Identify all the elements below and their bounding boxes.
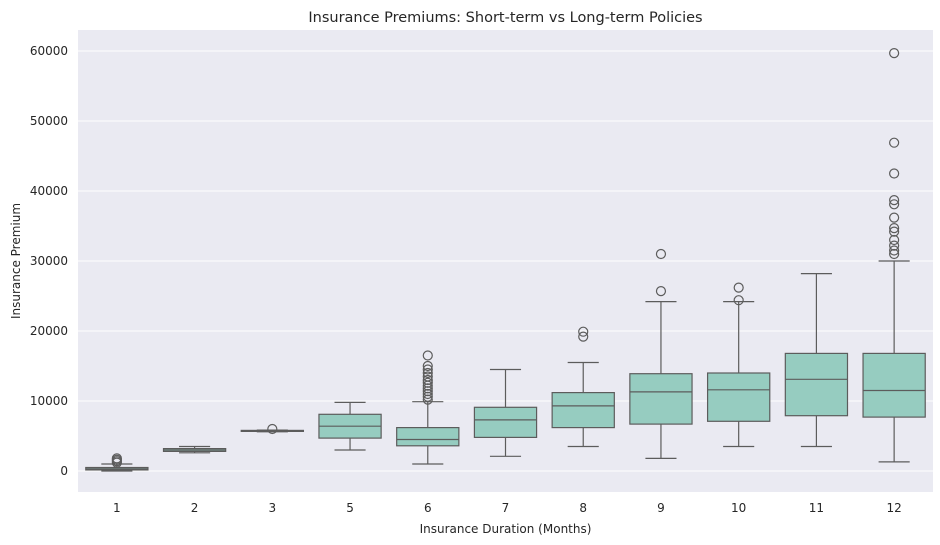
iqr-box [706, 372, 771, 422]
y-tick-label: 0 [60, 464, 68, 478]
y-tick-label: 40000 [30, 184, 68, 198]
y-tick-label: 10000 [30, 394, 68, 408]
outlier-point [655, 248, 667, 260]
outlier-point [422, 377, 433, 388]
y-tick-labels: 0 10000 20000 30000 40000 50000 60000 [30, 44, 68, 478]
outlier-point [422, 388, 433, 400]
x-tick-labels: 1 2 3 5 6 7 8 9 10 11 12 [113, 501, 902, 515]
x-tick-label: 11 [809, 501, 824, 515]
outlier-point [889, 234, 900, 246]
outlier-point [889, 199, 900, 210]
box-group [473, 368, 538, 457]
outlier-point [889, 245, 900, 256]
x-tick-label: 3 [268, 501, 276, 515]
outlier-point [889, 137, 900, 148]
outlier-point [889, 223, 900, 234]
boxes [85, 47, 926, 472]
outlier-point [578, 331, 589, 342]
box-group [706, 282, 771, 448]
y-tick-label: 30000 [30, 254, 68, 268]
box-group [240, 423, 305, 435]
box-group [629, 248, 693, 459]
x-axis-label: Insurance Duration (Months) [420, 522, 592, 536]
outlier-point [889, 168, 900, 179]
x-tick-label: 1 [113, 501, 121, 515]
outlier-point [111, 453, 122, 464]
x-tick-label: 9 [657, 501, 665, 515]
outlier-point [422, 394, 433, 405]
outlier-point [578, 326, 589, 337]
outlier-point [889, 248, 900, 260]
outlier-point [889, 240, 900, 251]
x-tick-label: 10 [731, 501, 746, 515]
outlier-point [889, 212, 900, 223]
chart-title: Insurance Premiums: Short-term vs Long-t… [308, 10, 702, 26]
y-tick-label: 50000 [30, 114, 68, 128]
outlier-point [889, 195, 900, 206]
x-tick-label: 12 [886, 501, 901, 515]
box-group [162, 445, 227, 454]
iqr-box [862, 352, 926, 418]
outlier-point [422, 360, 433, 372]
outlier-point [733, 282, 744, 293]
outlier-point [422, 374, 433, 386]
outlier-point [733, 295, 744, 306]
x-tick-label: 8 [579, 501, 587, 515]
outlier-point [655, 286, 667, 297]
x-tick-label: 2 [191, 501, 199, 515]
y-axis-label: Insurance Premium [9, 203, 23, 319]
outlier-point [422, 383, 433, 394]
iqr-box [473, 406, 538, 438]
x-tick-label: 7 [502, 501, 510, 515]
box-group [784, 273, 849, 448]
iqr-box [629, 373, 693, 425]
box-group [551, 326, 615, 448]
box-group [318, 401, 382, 451]
outlier-point [422, 371, 433, 382]
iqr-box [551, 392, 615, 429]
outlier-point [267, 423, 278, 435]
y-tick-label: 20000 [30, 324, 68, 338]
box-group [85, 453, 149, 472]
outlier-point [889, 47, 900, 59]
x-tick-label: 6 [424, 501, 432, 515]
outlier-point [422, 391, 433, 402]
outlier-point [889, 226, 900, 237]
iqr-box [784, 352, 849, 417]
iqr-box [396, 427, 460, 447]
outlier-point [422, 350, 433, 361]
outlier-point [422, 364, 433, 375]
y-tick-label: 60000 [30, 44, 68, 58]
outlier-point [422, 367, 433, 379]
box-group [396, 350, 460, 465]
x-tick-label: 5 [346, 501, 354, 515]
box-group [862, 47, 926, 463]
